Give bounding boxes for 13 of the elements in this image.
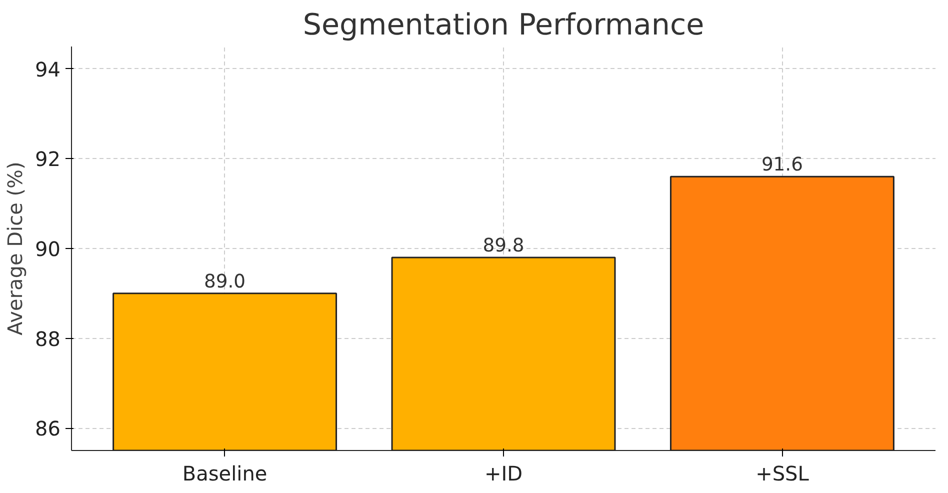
y-tick-label: 92 (35, 147, 61, 172)
data-label: 89.0 (204, 271, 246, 292)
y-tick-label: 86 (35, 416, 61, 441)
chart-title: Segmentation Performance (302, 8, 704, 42)
data-label: 91.6 (761, 154, 803, 176)
x-tick-label: Baseline (182, 462, 268, 486)
y-tick-label: 88 (35, 326, 61, 351)
y-axis-title: Average Dice (%) (3, 162, 28, 336)
x-tick-label: +SSL (756, 462, 810, 486)
x-tick-label: +ID (484, 462, 523, 486)
y-tick-label: 90 (35, 237, 61, 261)
y-tick-label: 94 (35, 57, 61, 82)
data-label: 89.8 (482, 235, 524, 256)
